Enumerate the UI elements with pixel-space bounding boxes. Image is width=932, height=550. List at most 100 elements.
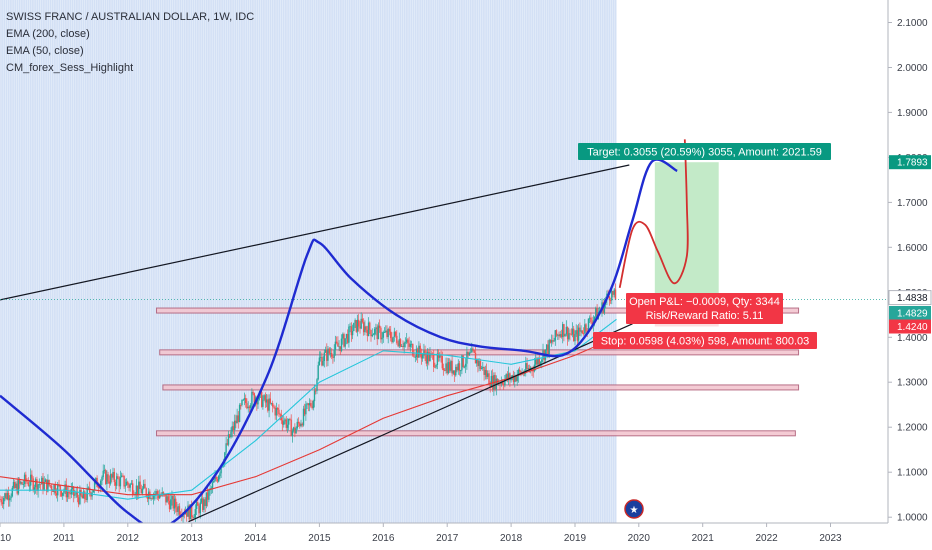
candle-body: [440, 355, 442, 357]
candle-body: [414, 356, 416, 358]
candle-body: [143, 483, 145, 489]
candle-body: [371, 334, 373, 337]
candle-body: [234, 420, 236, 430]
pnl-label-box: [626, 293, 783, 324]
candle-body: [372, 334, 375, 336]
candle-body: [268, 398, 270, 411]
candle-body: [211, 482, 214, 489]
candle-body: [318, 357, 321, 366]
candle-body: [146, 495, 149, 499]
candle-body: [570, 333, 572, 335]
candle-body: [60, 491, 63, 496]
candle-body: [504, 379, 506, 386]
candle-body: [358, 319, 360, 327]
stop-label[interactable]: Stop: 0.0598 (4.03%) 598, Amount: 800.03: [593, 332, 817, 349]
ema200-legend[interactable]: EMA (200, close): [6, 28, 90, 40]
stop-label-box: [593, 332, 817, 349]
candle-body: [225, 443, 227, 453]
candle-body: [15, 483, 17, 488]
candle-body: [55, 493, 58, 496]
candle-body: [156, 491, 158, 495]
candle-body: [313, 390, 316, 402]
current-price-tag[interactable]: 1.4838: [888, 290, 932, 306]
candle-body: [548, 339, 550, 354]
flag-icon[interactable]: ★: [624, 499, 644, 519]
candle-body: [200, 498, 203, 503]
ema-price-tag[interactable]: 1.4829: [889, 306, 931, 320]
upper-trend-line[interactable]: [0, 164, 630, 301]
candle-body: [419, 345, 421, 354]
candle-body: [236, 415, 238, 424]
candle-body: [89, 487, 91, 493]
candle-body: [374, 328, 376, 335]
candle-body: [299, 423, 301, 427]
candle-body: [198, 505, 200, 514]
candle-body: [219, 473, 221, 477]
candle-body: [455, 366, 457, 376]
candle-body: [559, 334, 561, 337]
candle-body: [310, 403, 312, 407]
candle-body: [213, 481, 215, 483]
candle-body: [426, 351, 429, 364]
target-price-tag[interactable]: 1.7893: [889, 155, 931, 170]
candle-body: [420, 353, 423, 359]
candle-body: [380, 327, 382, 340]
candle-body: [560, 334, 563, 338]
candle-body: [202, 498, 204, 510]
candle-body: [541, 359, 543, 362]
candle-body: [123, 475, 125, 487]
candle-body: [580, 330, 582, 332]
pnl-label[interactable]: Open P&L: −0.0009, Qty: 3344 Risk/Reward…: [626, 293, 783, 324]
candle-body: [537, 358, 539, 365]
candle-body: [526, 363, 528, 369]
candle-body: [270, 403, 273, 404]
candle-body: [439, 355, 441, 358]
session-indicator-legend[interactable]: CM_forex_Sess_Highlight: [6, 62, 134, 74]
candle-body: [323, 352, 325, 361]
candle-body: [263, 395, 265, 400]
pnl-label-text: Open P&L: −0.0009, Qty: 3344: [629, 296, 780, 308]
candle-body: [27, 482, 29, 486]
candle-body: [608, 296, 611, 301]
candle-body: [403, 342, 405, 348]
ema50-legend[interactable]: EMA (50, close): [6, 45, 84, 57]
stop-price-tag[interactable]: 1.4240: [889, 319, 931, 334]
candle-body: [235, 420, 237, 424]
price-tick-label: 1.9000: [897, 108, 928, 119]
candle-body: [397, 342, 399, 347]
time-tick-label: 2012: [117, 533, 140, 544]
candle-body: [324, 349, 327, 353]
candle-body: [25, 474, 27, 482]
candle-body: [130, 483, 133, 485]
candle-body: [364, 326, 366, 333]
candle-body: [409, 344, 411, 347]
target-label[interactable]: Target: 0.3055 (20.59%) 3055, Amount: 20…: [578, 143, 831, 160]
candle-body: [205, 492, 208, 506]
support-zone-4[interactable]: [156, 430, 796, 437]
candle-body: [334, 341, 337, 350]
red-projection-curve[interactable]: [618, 139, 689, 288]
candle-body: [398, 339, 400, 347]
candle-body: [457, 363, 459, 371]
candle-body: [366, 329, 368, 336]
support-zone-3[interactable]: [162, 384, 800, 391]
support-zone-2[interactable]: [159, 349, 800, 356]
symbol-title[interactable]: SWISS FRANC / AUSTRALIAN DOLLAR, 1W, IDC: [6, 11, 255, 23]
candle-body: [456, 366, 458, 371]
candle-body: [69, 493, 71, 495]
candle-body: [485, 370, 488, 377]
candle-body: [166, 496, 168, 503]
candle-body: [376, 327, 378, 339]
svg-text:1.4829: 1.4829: [897, 309, 928, 320]
candle-body: [284, 419, 286, 422]
support-zone-1[interactable]: [156, 307, 800, 314]
candle-body: [21, 482, 23, 485]
candle-body: [20, 482, 22, 484]
candle-body: [487, 373, 489, 377]
chart-legend: SWISS FRANC / AUSTRALIAN DOLLAR, 1W, IDC…: [6, 9, 254, 77]
candle-body: [317, 365, 319, 380]
candle-body: [44, 479, 47, 482]
candle-body: [557, 334, 559, 336]
candle-body: [241, 399, 243, 405]
